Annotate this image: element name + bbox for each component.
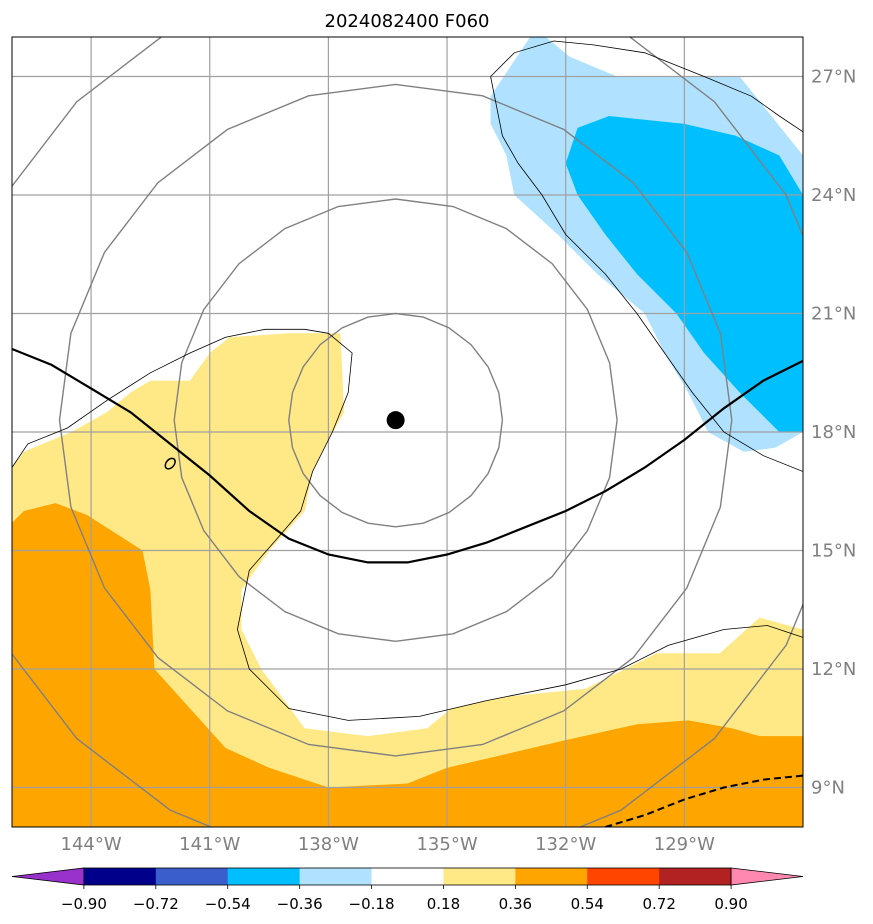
colorbar-tick-label: 0.18 <box>427 895 460 913</box>
lat-tick-label: 9°N <box>811 778 845 799</box>
lon-tick-label: 135°W <box>416 834 477 855</box>
lat-tick-label: 27°N <box>811 67 856 88</box>
colorbar-segment <box>227 868 301 885</box>
small-contour-loop <box>164 457 176 470</box>
lat-tick-label: 12°N <box>811 659 856 680</box>
colorbar-tick-label: −0.18 <box>349 895 395 913</box>
lat-tick-label: 18°N <box>811 422 856 443</box>
colorbar-tick-label: 0.36 <box>499 895 532 913</box>
range-ring-0 <box>288 312 504 528</box>
contour-lines <box>12 40 803 827</box>
lat-tick-label: 21°N <box>811 304 856 325</box>
colorbar-extend-low <box>11 867 85 886</box>
thin-outline-b <box>490 40 803 133</box>
lon-tick-label: 129°W <box>654 834 715 855</box>
colorbar-tick-label: −0.54 <box>205 895 251 913</box>
thin-outline-c <box>490 76 803 472</box>
gridlines <box>12 37 803 827</box>
range-ring-3 <box>12 37 803 827</box>
colorbar: −0.90 −0.72 −0.54 −0.36 −0.18 0.18 0.36 0.54 0.7… <box>11 867 804 913</box>
colorbar-tick-label: −0.36 <box>277 895 323 913</box>
colorbar-extend-high <box>730 867 804 886</box>
colorbar-segment <box>371 868 444 885</box>
chart-title: 2024082400 F060 <box>325 11 490 32</box>
latitude-labels: 9°N 12°N 15°N 18°N 21°N 24°N 27°N <box>811 67 856 799</box>
lat-tick-label: 15°N <box>811 541 856 562</box>
range-ring-1 <box>173 198 618 643</box>
colorbar-outline <box>83 867 732 886</box>
colorbar-segment <box>659 868 732 885</box>
lon-tick-label: 132°W <box>535 834 596 855</box>
colorbar-segment <box>515 868 588 885</box>
colorbar-segment <box>155 868 229 885</box>
map-frame <box>11 36 804 828</box>
range-ring-2 <box>58 83 733 757</box>
colorbar-segment <box>587 868 660 885</box>
colorbar-tick-label: 0.90 <box>714 895 747 913</box>
lon-tick-label: 144°W <box>61 834 122 855</box>
longitude-labels: 144°W 141°W 138°W 135°W 132°W 129°W <box>61 834 716 855</box>
lon-tick-label: 141°W <box>179 834 240 855</box>
thick-solid-curve <box>12 347 803 564</box>
range-rings <box>12 37 803 827</box>
map-panel <box>12 37 803 827</box>
colorbar-segment <box>83 868 157 885</box>
storm-center-marker <box>386 411 405 430</box>
markers <box>164 411 405 470</box>
colorbar-tick-label: −0.90 <box>61 895 107 913</box>
colorbar-tick-label: 0.54 <box>571 895 604 913</box>
thick-dashed-curve <box>605 774 803 827</box>
colorbar-tick-label: 0.72 <box>642 895 675 913</box>
colorbar-segment <box>443 868 516 885</box>
colorbar-tick-label: −0.72 <box>133 895 179 913</box>
lat-tick-label: 24°N <box>811 185 856 206</box>
thin-outline-a <box>12 328 803 721</box>
colorbar-segment <box>299 868 373 885</box>
lon-tick-label: 138°W <box>298 834 359 855</box>
